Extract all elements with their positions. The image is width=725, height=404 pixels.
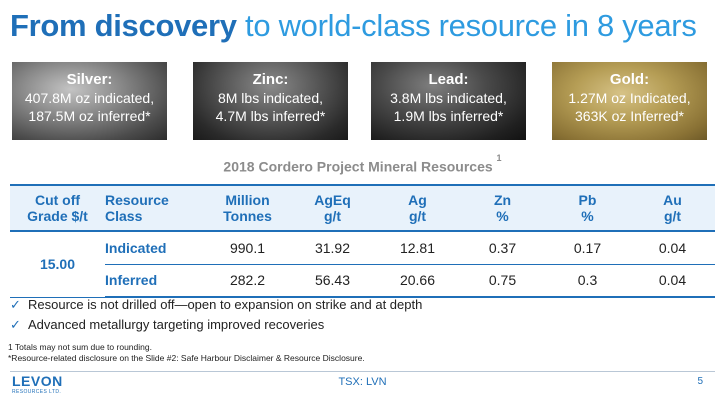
header-ag: Ag g/t [375,184,460,232]
bullet-item: ✓ Advanced metallurgy targeting improved … [10,315,422,335]
slide-title: From discovery to world-class resource i… [10,6,697,46]
metal-indicated: 8M lbs indicated, [217,90,324,106]
tonnes-cell: 990.1 [205,231,290,265]
resource-table: Cut off Grade $/t Resource Class Million To… [10,184,715,298]
header-au: Au g/t [630,184,715,232]
title-light-part: to world-class resource in 8 years [245,8,697,43]
header-million-tonnes: Million Tonnes [205,184,290,232]
zn-cell: 0.37 [460,231,545,265]
gold-box: Gold: 1.27M oz Indicated, 363K oz Inferr… [552,62,707,140]
page-number: 5 [697,376,703,387]
metal-name: Zinc: [252,71,289,88]
table-row-indicated: 15.00 Indicated 990.1 31.92 12.81 0.37 0… [10,231,715,298]
silver-box: Silver: 407.8M oz indicated, 187.5M oz i… [12,62,167,140]
levon-logo: LEVON RESOURCES LTD. [12,373,67,399]
bullet-item: ✓ Resource is not drilled off—open to exp… [10,295,422,315]
lead-box: Lead: 3.8M lbs indicated, 1.9M lbs infer… [371,62,526,140]
footer-divider [10,371,715,372]
logo-wordmark: LEVON [12,373,63,389]
header-line-1: Ag [408,192,427,208]
logo-subtitle: RESOURCES LTD. [12,389,62,395]
stock-ticker: TSX: LVN [338,376,387,388]
resource-class: Inferred [105,264,205,298]
metal-indicated: 407.8M oz indicated, [24,90,155,106]
header-line-1: Million [225,192,270,208]
metal-summary-row: Silver: 407.8M oz indicated, 187.5M oz i… [12,62,712,140]
checkmark-icon: ✓ [10,317,21,332]
metal-name: Silver: [66,71,113,88]
table-caption: 2018 Cordero Project Mineral Resources 1 [0,153,725,175]
resource-class: Indicated [105,231,205,265]
table-caption-footnote-mark: 1 [496,153,502,163]
cutoff-grade-value: 15.00 [10,231,105,298]
header-cutoff-grade: Cut off Grade $/t [10,184,105,232]
footnote-rounding: 1 Totals may not sum due to rounding. [8,342,152,352]
header-line-1: Resource [105,192,169,208]
header-line-1: Zn [493,192,512,208]
zn-cell: 0.75 [460,264,545,298]
pb-cell: 0.3 [545,264,630,298]
ag-cell: 12.81 [375,231,460,265]
footnotes: 1 Totals may not sum due to rounding. *R… [8,342,365,364]
metal-inferred: 187.5M oz inferred* [28,108,151,124]
bullet-text: Advanced metallurgy targeting improved r… [28,317,325,332]
au-cell: 0.04 [630,264,715,298]
header-line-1: AgEq [314,192,351,208]
header-ageq: AgEq g/t [290,184,375,232]
header-resource-class: Resource Class [105,184,205,232]
header-zn: Zn% [460,184,545,232]
pb-cell: 0.17 [545,231,630,265]
table-header-row: Cut off Grade $/t Resource Class Million To… [10,184,715,232]
metal-inferred: 1.9M lbs inferred* [393,108,504,124]
title-bold-part: From discovery [10,8,237,43]
table-caption-text: 2018 Cordero Project Mineral Resources [223,158,493,175]
ag-cell: 20.66 [375,264,460,298]
checkmark-icon: ✓ [10,297,21,312]
metal-inferred: 4.7M lbs inferred* [215,108,326,124]
header-line-2: Grade $/t [27,208,88,224]
bullet-text: Resource is not drilled off—open to expa… [28,297,423,312]
ageq-cell: 31.92 [290,231,375,265]
header-line-2: % [581,208,594,224]
ageq-cell: 56.43 [290,264,375,298]
bullet-list: ✓ Resource is not drilled off—open to exp… [10,295,422,335]
metal-indicated: 3.8M lbs indicated, [390,90,507,106]
header-line-2: g/t [323,208,342,224]
header-line-2: g/t [663,208,682,224]
footnote-disclosure: *Resource-related disclosure on the Slid… [8,353,365,363]
header-line-1: Pb [578,192,597,208]
metal-name: Gold: [609,71,650,88]
au-cell: 0.04 [630,231,715,265]
table-row-inferred: Inferred 282.2 56.43 20.66 0.75 0.3 0.04 [10,264,715,298]
zinc-box: Zinc: 8M lbs indicated, 4.7M lbs inferre… [193,62,348,140]
metal-indicated: 1.27M oz Indicated, [568,90,691,106]
header-line-2: % [496,208,509,224]
header-line-2: g/t [408,208,427,224]
header-line-1: Cut off [34,192,81,208]
header-pb: Pb% [545,184,630,232]
metal-inferred: 363K oz Inferred* [575,108,684,124]
header-line-2: Tonnes [223,208,272,224]
header-line-1: Au [663,192,682,208]
header-line-2: Class [105,208,143,224]
tonnes-cell: 282.2 [205,264,290,298]
metal-name: Lead: [428,71,469,88]
